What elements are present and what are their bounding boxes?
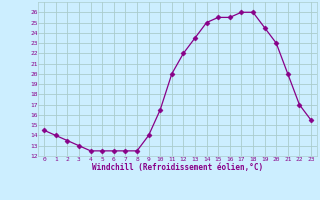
X-axis label: Windchill (Refroidissement éolien,°C): Windchill (Refroidissement éolien,°C) <box>92 163 263 172</box>
